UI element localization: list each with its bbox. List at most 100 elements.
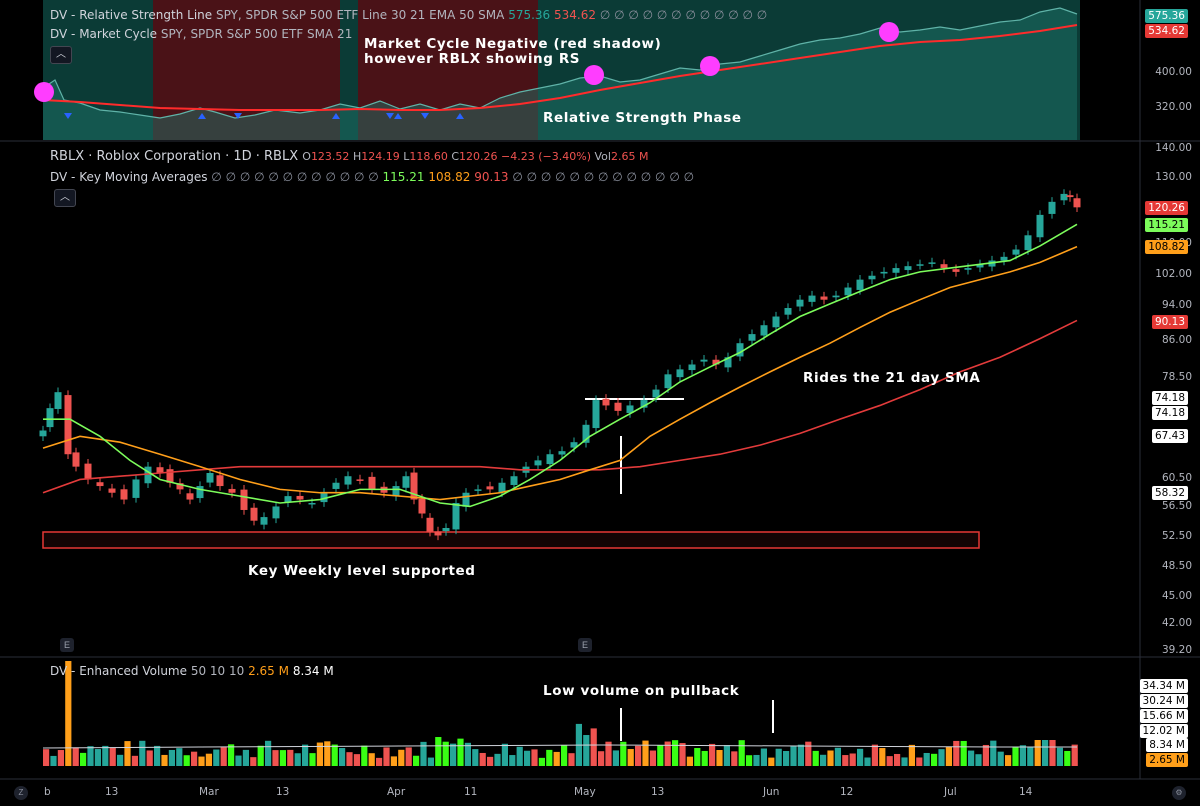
price-axis-label: 52.50 bbox=[1161, 530, 1192, 542]
volume-bar bbox=[797, 744, 804, 766]
volume-bar bbox=[886, 756, 893, 766]
collapse-legend-button[interactable]: ︿ bbox=[54, 189, 76, 207]
rs-legend-1[interactable]: DV - Relative Strength Line SPY, SPDR S&… bbox=[50, 8, 767, 22]
volume-bar bbox=[427, 757, 434, 766]
volume-bar bbox=[553, 751, 560, 766]
candle-body bbox=[39, 430, 47, 437]
open-label: O bbox=[302, 150, 311, 163]
candle-body bbox=[1060, 193, 1068, 201]
collapse-legend-button[interactable]: ︿ bbox=[50, 46, 72, 64]
candle-body bbox=[426, 517, 434, 532]
candle-body bbox=[724, 357, 732, 368]
volume-bar bbox=[324, 741, 331, 766]
candle-body bbox=[64, 395, 72, 455]
timezone-icon[interactable]: Z bbox=[14, 786, 28, 800]
volume-bar bbox=[376, 757, 383, 766]
volume-bar bbox=[450, 743, 457, 766]
ma-value-2: 108.82 bbox=[428, 170, 471, 184]
candle-body bbox=[510, 476, 518, 485]
candle-body bbox=[952, 269, 960, 272]
candle-body bbox=[856, 279, 864, 290]
volume-value-2: 8.34 M bbox=[292, 664, 334, 678]
candle-body bbox=[402, 476, 410, 488]
candle-body bbox=[84, 463, 92, 480]
volume-bar bbox=[279, 750, 286, 766]
candle-body bbox=[356, 479, 364, 481]
volume-bar bbox=[242, 749, 249, 766]
candle-body bbox=[498, 482, 506, 493]
candle-body bbox=[272, 506, 280, 519]
candle-body bbox=[96, 482, 104, 487]
rs-new-high-dot bbox=[700, 56, 720, 76]
volume-bar bbox=[657, 745, 664, 766]
time-axis-label: 11 bbox=[464, 786, 478, 798]
volume-bar bbox=[361, 745, 368, 766]
volume-bar bbox=[353, 754, 360, 766]
market-cycle-params: SPY, SPDR S&P 500 ETF SMA 21 bbox=[160, 27, 353, 41]
volume-bar bbox=[561, 745, 568, 766]
ma-legend[interactable]: DV - Key Moving Averages ∅ ∅ ∅ ∅ ∅ ∅ ∅ ∅… bbox=[50, 170, 694, 184]
rs-axis-label: 320.00 bbox=[1155, 101, 1192, 113]
volume-bar bbox=[953, 740, 960, 766]
volume-bar bbox=[857, 748, 864, 766]
volume-bar bbox=[723, 745, 730, 766]
volume-bar bbox=[716, 750, 723, 766]
candle-body bbox=[474, 489, 482, 491]
volume-bar bbox=[627, 749, 634, 766]
rs-value-2: 534.62 bbox=[554, 8, 597, 22]
candle-body bbox=[964, 268, 972, 270]
candle-body bbox=[892, 268, 900, 273]
volume-bar bbox=[117, 754, 124, 766]
volume-bar bbox=[331, 744, 338, 766]
volume-bar bbox=[131, 755, 138, 766]
candle-body bbox=[196, 486, 204, 499]
earnings-badge[interactable]: E bbox=[578, 638, 592, 652]
symbol-title: RBLX · Roblox Corporation · 1D · RBLX bbox=[50, 149, 299, 164]
price-axis-label: 45.00 bbox=[1161, 590, 1192, 602]
volume-bar bbox=[960, 740, 967, 766]
volume-bar bbox=[50, 755, 57, 766]
volume-bar bbox=[309, 753, 316, 766]
volume-bar bbox=[346, 752, 353, 766]
volume-bar bbox=[990, 740, 997, 766]
rs-new-high-dot bbox=[584, 65, 604, 85]
volume-bar bbox=[80, 752, 87, 766]
symbol-legend[interactable]: RBLX · Roblox Corporation · 1D · RBLX O 1… bbox=[50, 149, 648, 164]
settings-gear-icon[interactable]: ⚙ bbox=[1172, 786, 1186, 800]
volume-bar bbox=[302, 744, 309, 766]
volume-params: 50 10 10 bbox=[190, 664, 245, 678]
annotation-market-cycle-line1: Market Cycle Negative (red shadow) bbox=[364, 36, 662, 52]
high-value: 124.19 bbox=[361, 150, 400, 163]
candle-body bbox=[534, 460, 542, 466]
volume-bar bbox=[738, 740, 745, 766]
volume-average-line bbox=[42, 744, 1077, 749]
volume-bar bbox=[686, 756, 693, 766]
candle-body bbox=[676, 369, 684, 378]
volume-bar bbox=[672, 740, 679, 766]
time-axis-label: Jun bbox=[763, 786, 780, 798]
volume-bar bbox=[102, 745, 109, 766]
volume-bar bbox=[1042, 740, 1049, 766]
price-axis-label: 140.00 bbox=[1155, 142, 1192, 154]
candle-body bbox=[132, 479, 140, 498]
volume-bar bbox=[390, 756, 397, 766]
rs-legend-2[interactable]: DV - Market Cycle SPY, SPDR S&P 500 ETF … bbox=[50, 27, 352, 41]
annotation-market-cycle-line2: however RBLX showing RS bbox=[364, 51, 581, 67]
candle-body bbox=[156, 467, 164, 474]
ma-mid-line bbox=[42, 245, 1078, 501]
volume-bar bbox=[746, 755, 753, 766]
price-axis-label: 86.00 bbox=[1161, 334, 1192, 346]
volume-bar bbox=[701, 750, 708, 766]
earnings-badge[interactable]: E bbox=[60, 638, 74, 652]
candle-body bbox=[296, 495, 304, 500]
triangle-down-icon bbox=[64, 113, 72, 119]
price-axis-label: 56.50 bbox=[1161, 500, 1192, 512]
candle-body bbox=[216, 475, 224, 487]
volume-bar bbox=[731, 751, 738, 766]
candle-body bbox=[240, 489, 248, 510]
candle-body bbox=[760, 325, 768, 336]
volume-legend[interactable]: DV - Enhanced Volume 50 10 10 2.65 M 8.3… bbox=[50, 664, 334, 678]
candle-body bbox=[614, 402, 622, 411]
volume-bar bbox=[43, 749, 50, 766]
